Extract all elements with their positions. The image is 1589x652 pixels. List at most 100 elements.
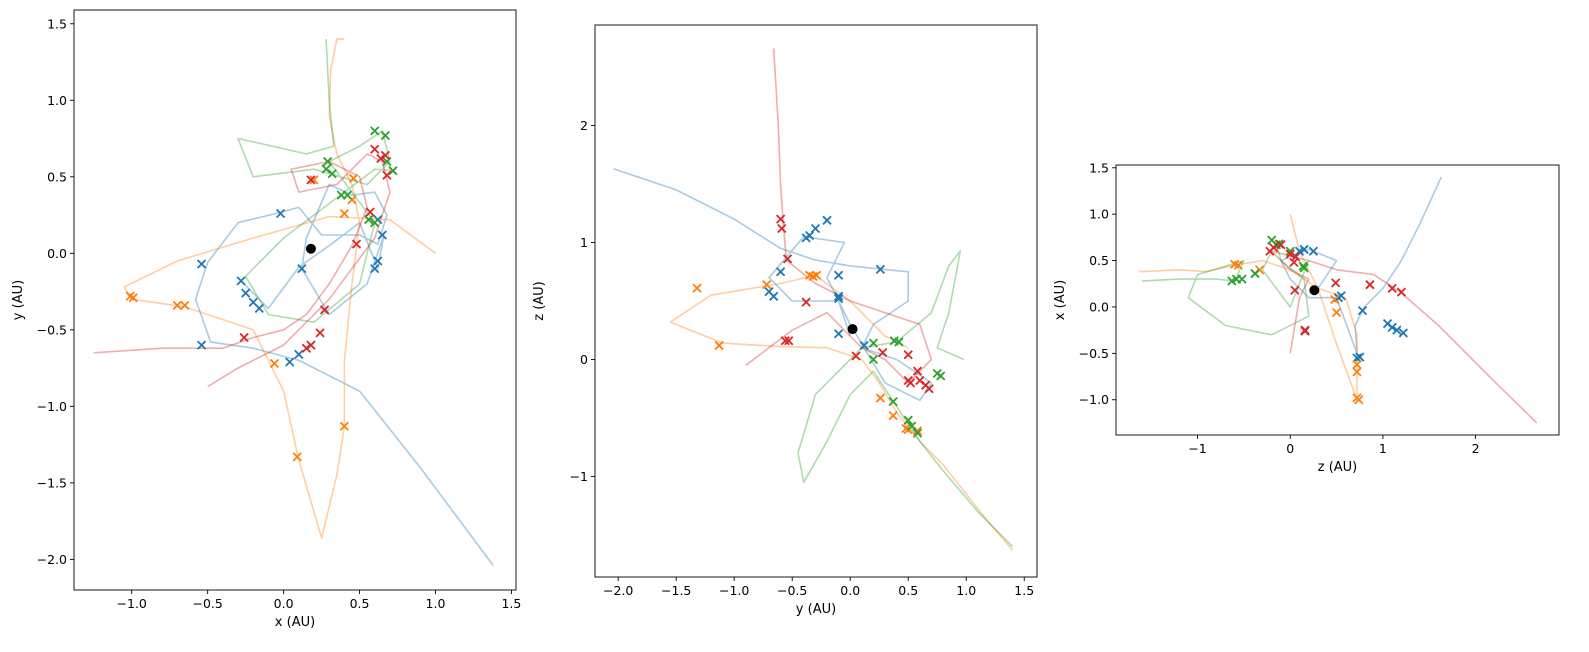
marker-red-2 (306, 340, 316, 350)
marker-red-11 (1291, 252, 1301, 262)
marker-blue-8 (294, 349, 304, 359)
marker-green-2 (888, 396, 898, 407)
y-tick-label: 0 (580, 352, 588, 367)
marker-blue-2 (775, 267, 786, 277)
marker-blue-7 (1392, 325, 1402, 335)
marker-red-12 (1290, 285, 1300, 295)
x-tick-label: 2 (1472, 441, 1480, 456)
marker-orange-3 (180, 300, 190, 310)
marker-red-8 (370, 144, 380, 154)
x-tick-label: 0.5 (350, 596, 370, 611)
y-tick-label: −0.5 (37, 322, 67, 337)
y-tick-label: 0.5 (1089, 253, 1109, 268)
marker-orange-1 (714, 340, 724, 351)
y-axis-label: x (AU) (1053, 280, 1068, 320)
y-axis-label: z (AU) (532, 281, 547, 321)
y-tick-label: 1.0 (47, 93, 67, 108)
x-axis-label: z (AU) (1318, 460, 1358, 475)
marker-blue-1 (196, 340, 207, 350)
trajectory-line-red (745, 48, 933, 384)
plot-area (93, 38, 494, 566)
marker-orange-8 (1331, 307, 1342, 318)
axes-frame (1115, 164, 1560, 436)
y-tick-label: −2.0 (37, 552, 67, 567)
y-tick-label: 1 (580, 235, 588, 250)
marker-red-5 (306, 175, 316, 185)
x-tick-label: −0.5 (192, 596, 222, 611)
marker-orange-6 (875, 393, 886, 403)
trajectory-line-green (797, 249, 1014, 548)
marker-blue-5 (254, 303, 264, 314)
yz-projection-plot: −2.0 −1.5 −1.0 −0.5 0.0 0.5 1.0 1.5 −1 0 1 2 y (AU) z… (532, 24, 1038, 617)
marker-blue-11 (859, 340, 869, 351)
center-point (305, 243, 316, 254)
x-tick-label: −2.0 (603, 583, 633, 598)
marker-orange-7 (888, 410, 898, 421)
marker-red-0 (239, 332, 249, 343)
marker-green-0 (868, 354, 879, 365)
marker-blue-12 (875, 264, 886, 275)
marker-blue-8 (1398, 328, 1408, 338)
marker-blue-3 (240, 288, 251, 298)
x-tick-label: 1 (1379, 441, 1387, 456)
y-tick-label: 0.5 (47, 169, 67, 184)
y-tick-label: 2 (580, 118, 588, 133)
xy-projection-plot: −1.0 −0.5 0.0 0.5 1.0 1.5 −2.0 −1.5 −1.0 −0.5 0.0 0… (11, 9, 521, 630)
marker-red-4 (784, 336, 794, 346)
marker-orange-4 (1352, 367, 1362, 377)
marker-green-5 (903, 415, 913, 425)
marker-blue-3 (1336, 291, 1346, 301)
plot-area (613, 48, 1014, 551)
marker-green-1 (868, 338, 879, 348)
marker-red-1 (1300, 325, 1310, 335)
trajectory-line-green (237, 39, 394, 324)
x-tick-label: −1.5 (661, 583, 691, 598)
plot-area (1139, 176, 1538, 424)
marker-green-7 (912, 428, 923, 438)
marker-blue-4 (1357, 306, 1368, 316)
marker-blue-10 (1299, 244, 1309, 255)
marker-green-9 (1267, 235, 1277, 245)
trajectory-line-blue (1280, 176, 1443, 355)
y-tick-label: 0.0 (1089, 299, 1109, 314)
trajectory-line-orange (669, 274, 1014, 551)
marker-red-10 (380, 150, 391, 161)
trajectory-line-blue (194, 183, 494, 566)
x-tick-label: 0 (1286, 441, 1294, 456)
marker-orange-10 (309, 175, 319, 185)
x-tick-label: 0.0 (274, 596, 294, 611)
marker-green-0 (321, 164, 331, 174)
marker-orange-4 (269, 358, 280, 369)
x-tick-label: −1.0 (719, 583, 749, 598)
marker-orange-7 (339, 208, 350, 219)
marker-red-11 (912, 366, 923, 376)
x-tick-label: 1.0 (426, 596, 446, 611)
marker-blue-9 (833, 294, 844, 304)
marker-blue-2 (236, 276, 246, 286)
marker-blue-11 (1308, 246, 1319, 256)
marker-red-10 (1285, 249, 1295, 259)
trajectory-line-red (93, 153, 391, 388)
x-tick-label: −1.0 (117, 596, 147, 611)
trajectory-line-orange (1139, 214, 1358, 401)
marker-red-3 (1365, 280, 1375, 290)
marker-red-7 (365, 207, 375, 217)
marker-red-6 (351, 239, 362, 249)
marker-red-11 (382, 170, 392, 180)
y-tick-label: −1.0 (1079, 392, 1109, 407)
marker-blue-7 (285, 357, 295, 367)
marker-green-3 (1250, 268, 1260, 279)
x-axis-label: y (AU) (796, 602, 836, 617)
marker-orange-2 (762, 279, 772, 290)
marker-blue-1 (769, 291, 779, 301)
marker-orange-5 (811, 270, 822, 280)
center-point (847, 324, 858, 335)
marker-red-6 (851, 351, 861, 361)
trajectory-line-red (1270, 250, 1538, 424)
x-tick-label: 1.5 (1014, 583, 1034, 598)
marker-red-10 (905, 378, 916, 388)
x-tick-label: 1.0 (956, 583, 976, 598)
marker-blue-6 (822, 215, 832, 225)
marker-red-5 (801, 297, 811, 307)
